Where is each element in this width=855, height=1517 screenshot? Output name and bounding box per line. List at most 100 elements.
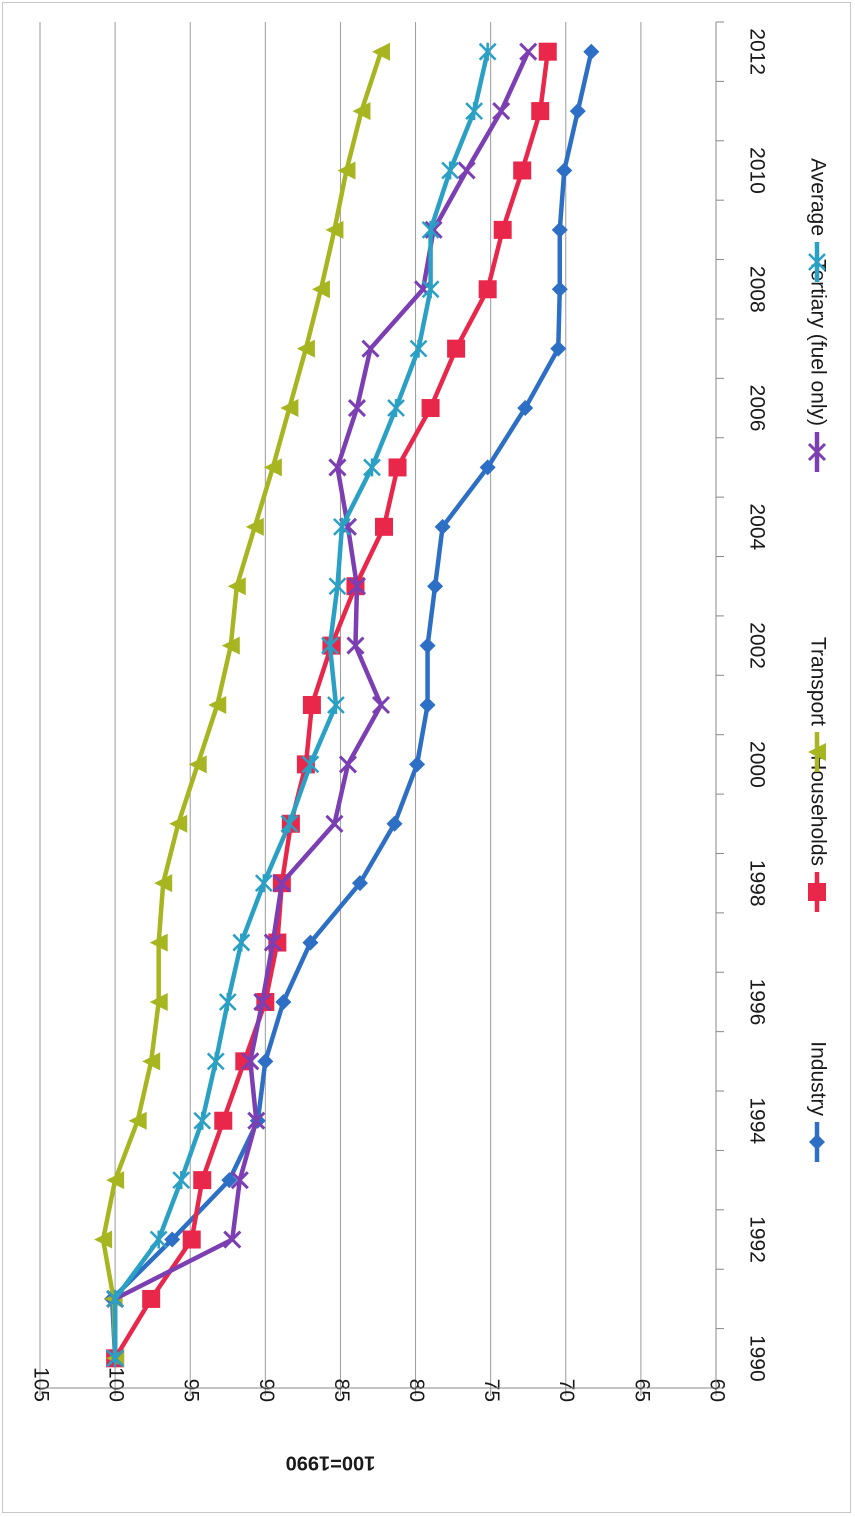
axes: 105 100 95 90 85 80 75 70 65 60 1990 1992 1994 1996 19… [29,21,768,1402]
series-industry [104,43,600,1367]
data-point [169,814,188,833]
data-point [142,1289,161,1308]
data-point [325,220,344,239]
data-point [807,442,827,462]
x-tick-label: 2006 [745,385,768,432]
x-tick-label: 2010 [745,147,768,194]
data-point [346,636,365,655]
data-point [519,42,538,61]
data-point [478,280,497,299]
x-tick-label: 2008 [745,266,768,313]
data-point [164,1231,181,1248]
data-point [457,161,476,180]
data-point [551,281,568,298]
data-point [513,161,532,180]
legend-label: Transport [806,637,829,726]
series-line [100,50,384,1359]
data-point [280,399,299,418]
data-point [272,874,291,893]
data-point [154,874,173,893]
data-point [301,755,320,774]
data-point [421,399,440,418]
data-point [106,1171,125,1190]
legend-item: Average [806,158,829,282]
data-point [149,933,168,952]
data-point [257,1053,274,1070]
data-point [386,815,403,832]
x-tick-label: 1992 [745,1216,768,1263]
data-point [254,874,273,893]
x-tick-label: 1994 [745,1097,768,1144]
data-point [247,1111,266,1130]
data-point [182,1230,201,1249]
data-point [253,992,272,1012]
data-point [427,578,444,595]
x-tick-label: 1998 [745,860,768,907]
data-point [296,339,315,358]
y-tick-label: 105 [29,1367,52,1402]
data-point [337,161,356,180]
data-point [517,400,534,417]
legend-label: Average [806,158,829,236]
data-point [441,161,459,180]
data-point [193,1111,212,1130]
data-point [311,280,330,299]
data-point [208,696,227,714]
data-point [808,253,826,271]
data-point [531,102,550,121]
data-point [421,220,440,239]
data-point [149,1230,168,1249]
legend-item: Transport [806,637,829,772]
data-point [583,43,600,60]
data-point [551,221,568,238]
data-point [421,280,440,299]
data-point [492,102,511,121]
data-point [447,339,466,358]
y-tick-label: 100 [105,1367,128,1402]
data-point [808,743,826,761]
series-line [109,51,594,1359]
series-average [106,42,497,1368]
data-point [347,577,367,596]
data-point [361,339,380,358]
x-tick-label: 1996 [745,979,768,1026]
data-point [214,1111,233,1130]
data-point [218,992,237,1011]
data-point [223,1230,242,1249]
data-point [375,517,394,536]
series-transport [94,42,391,1368]
data-point [280,814,299,833]
data-point [388,458,407,477]
series-line [112,50,531,1359]
data-point [351,875,368,892]
data-point [809,1134,825,1150]
data-point [409,339,428,358]
legend-item: Tertiary (fuel only) [806,259,829,472]
data-point [321,636,339,655]
data-point [227,577,246,596]
legend-item: Households [806,755,829,912]
data-point [106,1289,124,1308]
data-point [245,517,264,536]
data-point [409,756,426,773]
data-point [275,993,292,1010]
data-point [493,220,512,239]
data-point [419,637,436,654]
legend-label: Industry [806,1041,829,1116]
y-tick-label: 60 [705,1379,728,1402]
x-tick-label: 2000 [745,741,768,788]
data-point [465,102,484,121]
data-point [347,398,367,418]
data-point [230,1171,249,1190]
legend-item: Industry [806,1041,829,1162]
x-tick-label: 1990 [745,1335,768,1382]
data-point [371,695,391,715]
data-point [241,1052,260,1071]
data-point [478,42,497,61]
data-point [232,933,251,952]
x-tick-label: 2012 [745,28,768,75]
data-point [419,697,436,713]
data-point [328,577,347,596]
data-point [556,162,573,179]
